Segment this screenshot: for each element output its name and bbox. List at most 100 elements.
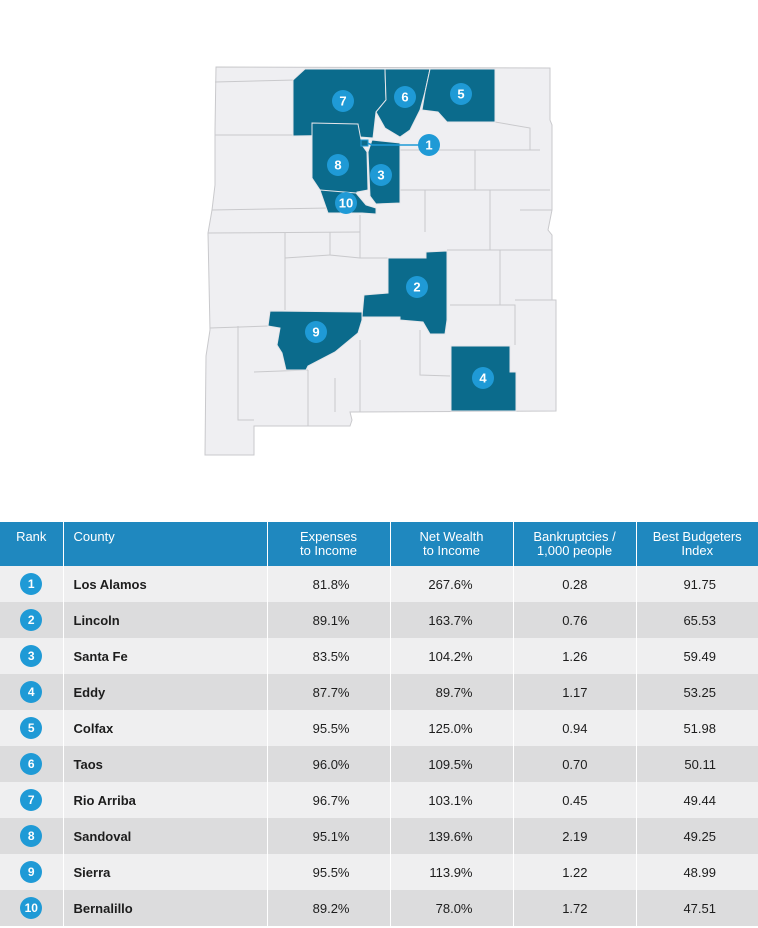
bankruptcies-value: 1.22 bbox=[513, 854, 637, 890]
index-value: 91.75 bbox=[636, 566, 758, 602]
rank-markers: 1 2 3 4 5 6 7 8 9 10 bbox=[305, 83, 494, 389]
index-value: 65.53 bbox=[636, 602, 758, 638]
rank-badge: 1 bbox=[20, 573, 43, 595]
svg-text:2: 2 bbox=[413, 280, 420, 295]
net-wealth-value: 109.5% bbox=[390, 746, 514, 782]
bankruptcies-value: 1.17 bbox=[513, 674, 637, 710]
index-value: 49.25 bbox=[636, 818, 758, 854]
table-row: 7 Rio Arriba 96.7% 103.1% 0.45 49.44 bbox=[0, 782, 758, 818]
header-rank: Rank bbox=[0, 522, 64, 566]
expenses-value: 83.5% bbox=[267, 638, 391, 674]
rank-badge: 7 bbox=[20, 789, 43, 811]
county-name: Sandoval bbox=[63, 818, 268, 854]
rank-badge: 5 bbox=[20, 717, 43, 739]
bankruptcies-value: 2.19 bbox=[513, 818, 637, 854]
expenses-value: 96.7% bbox=[267, 782, 391, 818]
county-name: Rio Arriba bbox=[63, 782, 268, 818]
county-name: Lincoln bbox=[63, 602, 268, 638]
net-wealth-value: 89.7% bbox=[390, 674, 514, 710]
rankings-table-container: Rank County Expenses to Income Net Wealth… bbox=[0, 522, 758, 926]
net-wealth-value: 103.1% bbox=[390, 782, 514, 818]
header-index: Best Budgeters Index bbox=[636, 522, 758, 566]
net-wealth-value: 267.6% bbox=[390, 566, 514, 602]
map-marker: 9 bbox=[305, 321, 327, 343]
bankruptcies-value: 0.45 bbox=[513, 782, 637, 818]
net-wealth-value: 78.0% bbox=[390, 890, 514, 926]
svg-text:10: 10 bbox=[339, 196, 353, 211]
table-row: 1 Los Alamos 81.8% 267.6% 0.28 91.75 bbox=[0, 566, 758, 602]
table-header-row: Rank County Expenses to Income Net Wealth… bbox=[0, 522, 758, 566]
rank-badge: 4 bbox=[20, 681, 43, 703]
svg-text:4: 4 bbox=[479, 371, 487, 386]
rank-badge: 8 bbox=[20, 825, 43, 847]
expenses-value: 89.1% bbox=[267, 602, 391, 638]
county-name: Colfax bbox=[63, 710, 268, 746]
header-bankruptcies: Bankruptcies /1,000 people bbox=[513, 522, 637, 566]
map-marker: 1 bbox=[418, 134, 440, 156]
county-name: Santa Fe bbox=[63, 638, 268, 674]
county-name: Los Alamos bbox=[63, 566, 268, 602]
county-name: Bernalillo bbox=[63, 890, 268, 926]
index-value: 49.44 bbox=[636, 782, 758, 818]
county-name: Sierra bbox=[63, 854, 268, 890]
index-value: 53.25 bbox=[636, 674, 758, 710]
net-wealth-value: 104.2% bbox=[390, 638, 514, 674]
svg-text:5: 5 bbox=[457, 87, 464, 102]
map-marker: 10 bbox=[335, 192, 357, 214]
header-county: County bbox=[63, 522, 268, 566]
index-value: 50.11 bbox=[636, 746, 758, 782]
expenses-value: 81.8% bbox=[267, 566, 391, 602]
bankruptcies-value: 1.72 bbox=[513, 890, 637, 926]
svg-text:3: 3 bbox=[377, 168, 384, 183]
net-wealth-value: 113.9% bbox=[390, 854, 514, 890]
county-name: Taos bbox=[63, 746, 268, 782]
bankruptcies-value: 0.28 bbox=[513, 566, 637, 602]
new-mexico-map-svg: 1 2 3 4 5 6 7 8 9 10 bbox=[204, 66, 557, 456]
expenses-value: 95.5% bbox=[267, 710, 391, 746]
rank-badge: 2 bbox=[20, 609, 43, 631]
rank-badge: 9 bbox=[20, 861, 43, 883]
header-net-wealth: Net Wealth to Income bbox=[390, 522, 514, 566]
index-value: 48.99 bbox=[636, 854, 758, 890]
index-value: 47.51 bbox=[636, 890, 758, 926]
index-value: 59.49 bbox=[636, 638, 758, 674]
map-marker: 7 bbox=[332, 90, 354, 112]
table-row: 10 Bernalillo 89.2% 78.0% 1.72 47.51 bbox=[0, 890, 758, 926]
bankruptcies-value: 1.26 bbox=[513, 638, 637, 674]
map-marker: 2 bbox=[406, 276, 428, 298]
expenses-value: 96.0% bbox=[267, 746, 391, 782]
map-marker: 4 bbox=[472, 367, 494, 389]
svg-text:6: 6 bbox=[401, 90, 408, 105]
map-marker: 6 bbox=[394, 86, 416, 108]
svg-text:1: 1 bbox=[425, 138, 432, 153]
rank-badge: 3 bbox=[20, 645, 43, 667]
map-marker: 3 bbox=[370, 164, 392, 186]
county-name: Eddy bbox=[63, 674, 268, 710]
svg-text:8: 8 bbox=[334, 158, 341, 173]
expenses-value: 95.1% bbox=[267, 818, 391, 854]
map-marker: 5 bbox=[450, 83, 472, 105]
net-wealth-value: 163.7% bbox=[390, 602, 514, 638]
table-row: 6 Taos 96.0% 109.5% 0.70 50.11 bbox=[0, 746, 758, 782]
county-map: 1 2 3 4 5 6 7 8 9 10 bbox=[204, 66, 557, 456]
expenses-value: 87.7% bbox=[267, 674, 391, 710]
county-los-alamos bbox=[360, 139, 369, 147]
bankruptcies-value: 0.70 bbox=[513, 746, 637, 782]
net-wealth-value: 139.6% bbox=[390, 818, 514, 854]
svg-text:7: 7 bbox=[339, 94, 346, 109]
map-marker: 8 bbox=[327, 154, 349, 176]
rank-badge: 10 bbox=[20, 897, 43, 919]
table-row: 5 Colfax 95.5% 125.0% 0.94 51.98 bbox=[0, 710, 758, 746]
table-row: 2 Lincoln 89.1% 163.7% 0.76 65.53 bbox=[0, 602, 758, 638]
rank-badge: 6 bbox=[20, 753, 43, 775]
svg-text:9: 9 bbox=[312, 325, 319, 340]
net-wealth-value: 125.0% bbox=[390, 710, 514, 746]
expenses-value: 89.2% bbox=[267, 890, 391, 926]
rankings-table: Rank County Expenses to Income Net Wealth… bbox=[0, 522, 758, 926]
table-row: 9 Sierra 95.5% 113.9% 1.22 48.99 bbox=[0, 854, 758, 890]
table-row: 8 Sandoval 95.1% 139.6% 2.19 49.25 bbox=[0, 818, 758, 854]
county-lincoln bbox=[361, 250, 448, 335]
bankruptcies-value: 0.76 bbox=[513, 602, 637, 638]
table-row: 3 Santa Fe 83.5% 104.2% 1.26 59.49 bbox=[0, 638, 758, 674]
expenses-value: 95.5% bbox=[267, 854, 391, 890]
